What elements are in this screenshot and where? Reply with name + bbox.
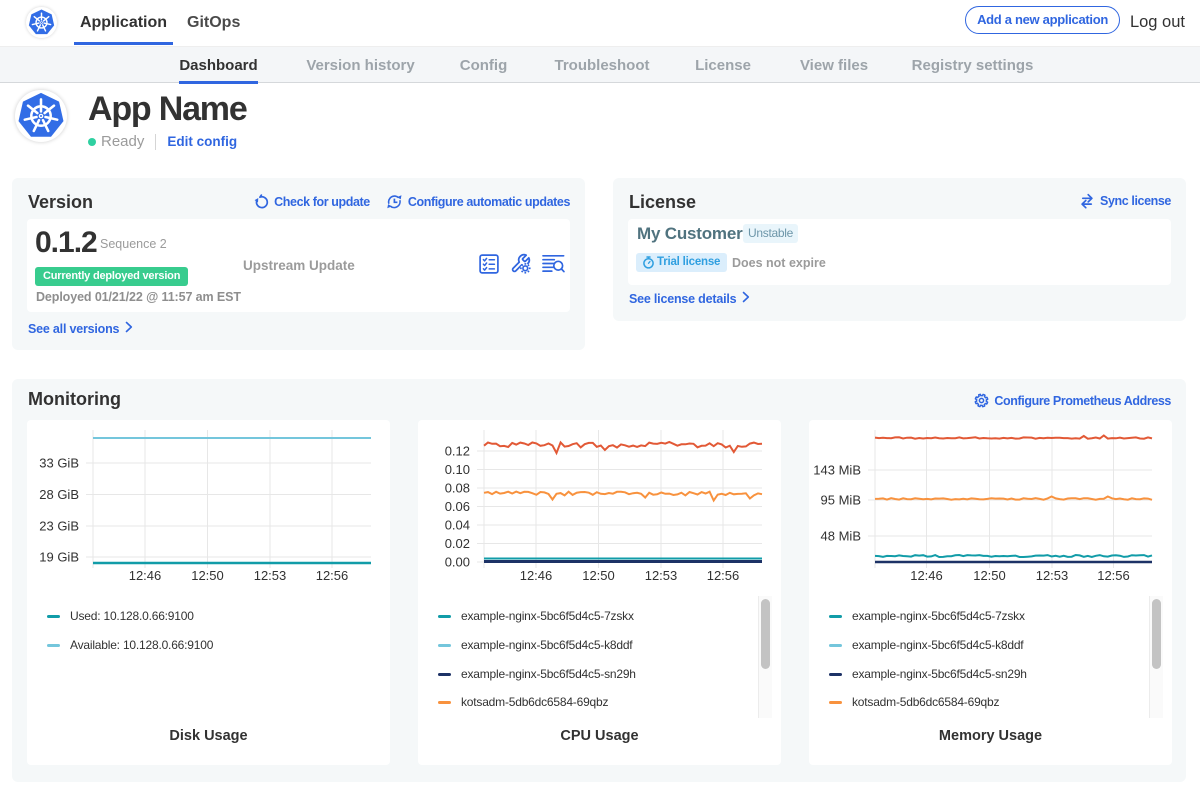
svg-text:12:50: 12:50	[191, 568, 224, 583]
svg-text:12:50: 12:50	[582, 568, 615, 583]
svg-text:12:46: 12:46	[129, 568, 162, 583]
svg-text:12:56: 12:56	[316, 568, 349, 583]
svg-text:12:50: 12:50	[973, 568, 1006, 583]
svg-text:143 MiB: 143 MiB	[813, 463, 861, 478]
svg-text:0.02: 0.02	[445, 536, 470, 551]
svg-text:19 GiB: 19 GiB	[39, 550, 79, 565]
svg-text:48 MiB: 48 MiB	[821, 529, 861, 544]
svg-text:23 GiB: 23 GiB	[39, 519, 79, 534]
svg-text:12:53: 12:53	[645, 568, 678, 583]
svg-text:12:56: 12:56	[707, 568, 740, 583]
svg-text:12:53: 12:53	[254, 568, 287, 583]
svg-text:95 MiB: 95 MiB	[821, 493, 861, 508]
svg-text:28 GiB: 28 GiB	[39, 487, 79, 502]
svg-text:33 GiB: 33 GiB	[39, 456, 79, 471]
svg-text:0.00: 0.00	[445, 555, 470, 570]
svg-text:0.12: 0.12	[445, 444, 470, 459]
svg-text:0.04: 0.04	[445, 518, 470, 533]
svg-text:12:53: 12:53	[1036, 568, 1069, 583]
svg-text:12:46: 12:46	[520, 568, 553, 583]
svg-text:0.08: 0.08	[445, 481, 470, 496]
svg-text:0.06: 0.06	[445, 499, 470, 514]
svg-text:0.10: 0.10	[445, 462, 470, 477]
svg-text:12:56: 12:56	[1097, 568, 1130, 583]
svg-text:12:46: 12:46	[910, 568, 943, 583]
